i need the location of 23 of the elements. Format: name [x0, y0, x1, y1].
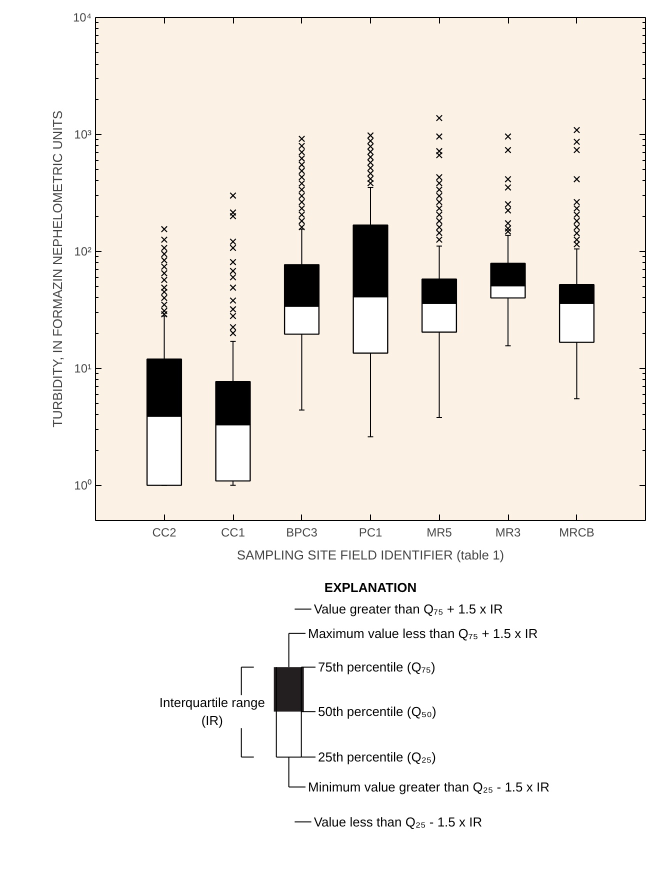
text: Interquartile range (IR): [159, 695, 265, 728]
text: Minimum value greater than Q₂₅ - 1.5 x IR: [308, 780, 550, 795]
text: 50th percentile (Q₅₀): [318, 704, 436, 720]
text: Value greater than Q₇₅ + 1.5 x IR: [314, 602, 503, 617]
text: 75th percentile (Q₇₅): [318, 660, 436, 675]
x-tick-label: MRCB: [559, 526, 594, 540]
y-tick-label: 10⁴: [72, 10, 92, 24]
y-tick-label: 10¹: [74, 361, 92, 376]
y-tick-label: 10³: [74, 127, 92, 142]
text: Maximum value less than Q₇₅ + 1.5 x IR: [308, 626, 538, 641]
x-tick-label: PC1: [358, 526, 382, 540]
text: EXPLANATION: [324, 580, 417, 596]
x-tick-label: MR3: [495, 526, 521, 540]
y-tick-label: 10⁰: [74, 478, 92, 492]
y-tick-label: 10²: [74, 244, 92, 258]
x-tick-label: CC2: [152, 526, 177, 540]
text: 25th percentile (Q₂₅): [318, 750, 436, 765]
x-axis-title: SAMPLING SITE FIELD IDENTIFIER (table 1): [236, 548, 504, 562]
x-tick-label: CC1: [220, 526, 246, 540]
x-tick-label: MR5: [426, 526, 452, 540]
y-axis-title: TURBIDITY, IN FORMAZIN NEPHELOMETRIC UNITS: [50, 110, 65, 428]
text: Value less than Q₂₅ - 1.5 x IR: [314, 814, 482, 830]
x-tick-label: BPC3: [286, 526, 318, 540]
